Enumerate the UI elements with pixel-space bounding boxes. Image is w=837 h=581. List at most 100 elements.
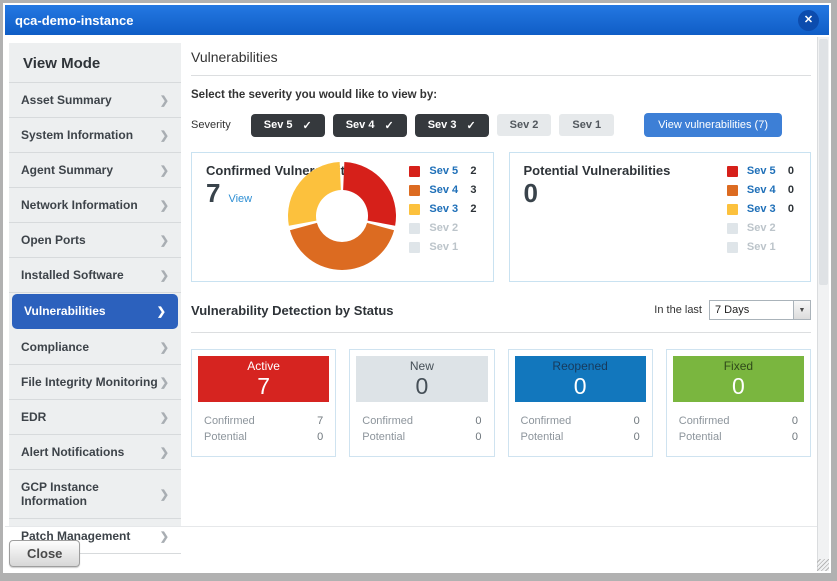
row-label: Potential xyxy=(520,431,564,443)
row-label: Confirmed xyxy=(678,415,730,427)
row-label: Confirmed xyxy=(204,415,255,427)
status-card-label: Reopened xyxy=(552,359,608,374)
sidebar-item-compliance[interactable]: Compliance ❯ xyxy=(9,330,181,365)
sidebar-item-label: File Integrity Monitoring xyxy=(21,375,158,389)
status-cards: Active 7 Confirmed 7 Potential 0 New 0 Confirmed… xyxy=(191,349,811,457)
severity-toggle-sev-1[interactable]: Sev 1 xyxy=(559,114,615,136)
legend-label: Sev 1 xyxy=(429,241,459,253)
close-icon[interactable]: ✕ xyxy=(798,9,819,31)
chevron-right-icon: ❯ xyxy=(159,530,169,543)
sidebar-list: Asset Summary ❯ System Information ❯ Agent S… xyxy=(9,83,181,554)
scrollbar-thumb[interactable] xyxy=(819,39,828,285)
sidebar-item-label: Installed Software xyxy=(21,268,124,282)
status-card-count: 0 xyxy=(731,372,745,399)
legend-swatch-icon xyxy=(409,241,421,253)
status-section-header: Vulnerability Detection by Status In the… xyxy=(191,300,811,320)
view-link[interactable]: View xyxy=(228,193,253,205)
legend-swatch-icon xyxy=(409,165,421,177)
chevron-right-icon: ❯ xyxy=(159,341,169,354)
severity-toggle-label: Sev 1 xyxy=(572,119,602,131)
view-vulnerabilities-button[interactable]: View vulnerabilities (7) xyxy=(644,113,783,137)
severity-toggle-sev-5[interactable]: Sev 5 ✓ xyxy=(250,113,325,137)
sidebar-item-network-information[interactable]: Network Information ❯ xyxy=(9,188,181,223)
legend-swatch-icon xyxy=(726,165,738,177)
potential-count: 0 xyxy=(523,178,538,208)
potential-legend: Sev 5 0 Sev 4 0 Sev 3 0 Sev 2 Sev 1 xyxy=(726,165,794,260)
time-filter: In the last 7 Days ▼ xyxy=(654,300,811,320)
sidebar-item-agent-summary[interactable]: Agent Summary ❯ xyxy=(9,153,181,188)
sidebar-header: View Mode xyxy=(9,43,181,83)
donut-slice-sev-3[interactable] xyxy=(288,162,342,226)
legend-row-sev-5: Sev 5 2 xyxy=(409,165,477,177)
legend-label[interactable]: Sev 3 xyxy=(429,203,459,215)
vertical-scrollbar[interactable] xyxy=(817,37,829,571)
row-value: 0 xyxy=(633,431,640,443)
row-label: Potential xyxy=(204,431,247,443)
status-card-label: New xyxy=(409,359,434,374)
status-card-new: New 0 Confirmed 0 Potential 0 xyxy=(349,349,495,457)
status-card-count: 0 xyxy=(573,372,587,399)
divider xyxy=(191,75,811,76)
sidebar-item-open-ports[interactable]: Open Ports ❯ xyxy=(9,223,181,258)
status-card-body: Confirmed 0 Potential 0 xyxy=(515,402,646,450)
sidebar-item-label: EDR xyxy=(21,410,47,424)
sidebar-item-edr[interactable]: EDR ❯ xyxy=(9,400,181,435)
chevron-right-icon: ❯ xyxy=(159,269,169,282)
legend-swatch-icon xyxy=(409,184,421,196)
row-value: 0 xyxy=(475,431,482,443)
legend-label[interactable]: Sev 5 xyxy=(746,165,776,177)
severity-toggle-label: Sev 3 xyxy=(427,119,457,131)
legend-swatch-icon xyxy=(409,222,421,234)
legend-row-sev-4: Sev 4 0 xyxy=(726,184,794,196)
legend-label[interactable]: Sev 3 xyxy=(746,203,776,215)
severity-toggle-sev-2[interactable]: Sev 2 xyxy=(496,114,552,136)
severity-toggle-sev-3[interactable]: Sev 3 ✓ xyxy=(414,113,489,137)
severity-row: Severity Sev 5 ✓ Sev 4 ✓ Sev 3 ✓ Sev 2 Sev 1 Vi… xyxy=(191,113,811,137)
legend-count: 0 xyxy=(787,184,794,196)
status-confirmed-row: Confirmed 7 xyxy=(202,413,325,429)
sidebar-item-label: System Information xyxy=(21,128,134,142)
row-value: 7 xyxy=(317,415,324,427)
time-range-select[interactable]: 7 Days ▼ xyxy=(709,300,811,320)
status-confirmed-row: Confirmed 0 xyxy=(519,413,642,429)
main-content: Vulnerabilities Select the severity you … xyxy=(181,35,813,526)
sidebar-item-gcp-instance-information[interactable]: GCP Instance Information ❯ xyxy=(9,470,181,519)
status-potential-row: Potential 0 xyxy=(360,429,483,445)
chevron-right-icon: ❯ xyxy=(156,305,166,318)
status-card-label: Active xyxy=(247,359,280,374)
status-card-reopened: Reopened 0 Confirmed 0 Potential 0 xyxy=(507,349,653,457)
sidebar-item-label: GCP Instance Information xyxy=(21,480,99,508)
check-icon: ✓ xyxy=(302,119,312,132)
page-title: Vulnerabilities xyxy=(191,49,278,65)
row-label: Potential xyxy=(362,431,406,443)
sidebar-item-file-integrity-monitoring[interactable]: File Integrity Monitoring ❯ xyxy=(9,365,181,400)
dialog-title: qca-demo-instance xyxy=(15,12,134,28)
severity-toggle-label: Sev 2 xyxy=(509,119,539,131)
legend-count: 2 xyxy=(470,203,477,215)
severity-toggle-sev-4[interactable]: Sev 4 ✓ xyxy=(332,113,407,137)
sidebar-item-patch-management[interactable]: Patch Management ❯ xyxy=(9,519,181,554)
donut-slice-sev-4[interactable] xyxy=(290,222,395,270)
legend-label[interactable]: Sev 4 xyxy=(429,184,459,196)
row-value: 0 xyxy=(633,415,640,427)
resize-grip-icon[interactable] xyxy=(817,559,829,571)
sidebar-item-alert-notifications[interactable]: Alert Notifications ❯ xyxy=(9,435,181,470)
sidebar-item-installed-software[interactable]: Installed Software ❯ xyxy=(9,258,181,293)
legend-label[interactable]: Sev 5 xyxy=(429,165,459,177)
legend-row-sev-3: Sev 3 0 xyxy=(726,203,794,215)
time-range-value: 7 Days xyxy=(715,304,750,316)
potential-count-row: 0 xyxy=(524,180,797,206)
chevron-right-icon: ❯ xyxy=(159,234,169,247)
sidebar-item-system-information[interactable]: System Information ❯ xyxy=(9,118,181,153)
sidebar-item-vulnerabilities[interactable]: Vulnerabilities ❯ xyxy=(12,294,178,329)
status-card-header[interactable]: New 0 xyxy=(356,356,488,402)
sidebar-item-asset-summary[interactable]: Asset Summary ❯ xyxy=(9,83,181,118)
status-card-header[interactable]: Fixed 0 xyxy=(672,356,804,402)
status-card-header[interactable]: Active 7 xyxy=(198,356,330,402)
donut-slice-sev-5[interactable] xyxy=(343,162,397,226)
close-button[interactable]: Close xyxy=(9,540,81,567)
status-card-header[interactable]: Reopened 0 xyxy=(514,356,646,402)
legend-label[interactable]: Sev 4 xyxy=(746,184,776,196)
sidebar-item-label: Open Ports xyxy=(21,233,86,247)
